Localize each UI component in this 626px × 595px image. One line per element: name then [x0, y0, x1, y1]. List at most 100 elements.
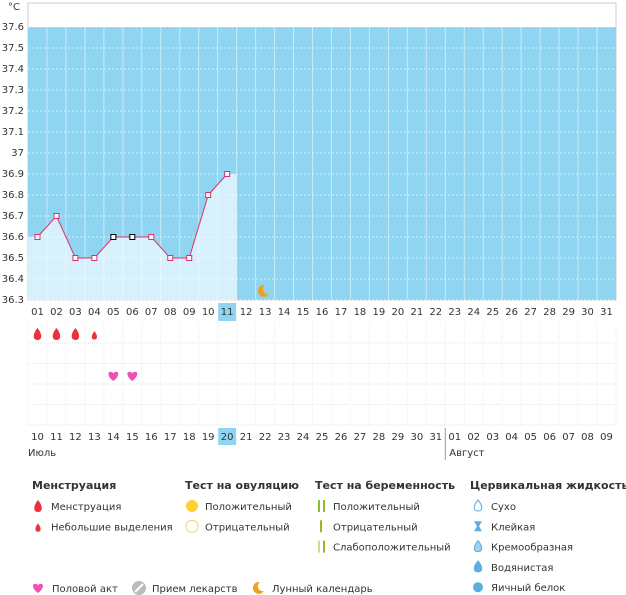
date-label: 17 — [164, 432, 177, 443]
legend-item: Яичный белок — [491, 583, 565, 594]
date-label: 10 — [31, 432, 44, 443]
legend-icon — [473, 582, 483, 593]
day-label: 06 — [126, 307, 139, 318]
date-label: 14 — [107, 432, 120, 443]
menstruation-icon — [52, 328, 61, 340]
day-label: 11 — [221, 307, 234, 318]
day-label: 30 — [581, 307, 594, 318]
temp-point — [72, 255, 79, 261]
day-label: 31 — [600, 307, 613, 318]
legend-icon — [473, 499, 483, 512]
today-box — [218, 303, 237, 321]
legend-title: Тест на беременность — [315, 479, 455, 492]
date-label: 06 — [543, 432, 556, 443]
date-label: 24 — [297, 432, 310, 443]
date-label: 05 — [524, 432, 537, 443]
day-label: 10 — [202, 307, 215, 318]
y-tick-label: 36.7 — [2, 211, 24, 222]
day-label: 22 — [429, 307, 442, 318]
day-label: 12 — [240, 307, 253, 318]
day-label: 28 — [543, 307, 556, 318]
legend-item: Небольшие выделения — [51, 522, 173, 533]
day-label: 15 — [297, 307, 310, 318]
date-label: 08 — [581, 432, 594, 443]
legend-icon — [252, 581, 264, 594]
y-tick-label: 36.9 — [2, 169, 24, 180]
day-label: 29 — [562, 307, 575, 318]
y-tick-label: 36.4 — [2, 274, 24, 285]
legend-icon — [474, 521, 482, 532]
y-tick-label: 36.5 — [2, 253, 24, 264]
legend-icon — [323, 500, 325, 512]
temp-point — [148, 234, 155, 240]
legend-item: Кремообразная — [491, 543, 573, 554]
day-label: 20 — [392, 307, 405, 318]
legend-title: Тест на овуляцию — [185, 479, 299, 492]
day-label: 09 — [183, 307, 196, 318]
y-tick-label: 36.8 — [2, 190, 24, 201]
date-label: 11 — [50, 432, 63, 443]
day-label: 03 — [69, 307, 82, 318]
day-label: 01 — [31, 307, 44, 318]
day-label: 08 — [164, 307, 177, 318]
date-label: 28 — [373, 432, 386, 443]
legend-item: Слабоположительный — [333, 543, 451, 554]
legend-item: Половой акт — [52, 584, 118, 595]
temp-point — [110, 234, 117, 240]
day-label: 19 — [373, 307, 386, 318]
legend-icon — [473, 539, 483, 553]
legend-item: Положительный — [205, 502, 292, 513]
today-box — [218, 428, 237, 445]
y-unit: °C — [8, 2, 20, 13]
day-label: 21 — [410, 307, 423, 318]
date-label: 27 — [354, 432, 367, 443]
date-label: 03 — [486, 432, 499, 443]
y-tick-label: 36.3 — [2, 295, 24, 306]
date-label: 15 — [126, 432, 139, 443]
legend-item: Менструация — [51, 502, 121, 513]
legend-icon — [186, 500, 198, 512]
y-tick-label: 37.4 — [2, 64, 24, 75]
date-label: 20 — [221, 432, 234, 443]
legend-item: Клейкая — [491, 522, 535, 533]
legend-item: Положительный — [333, 502, 420, 513]
legend-icon — [318, 500, 320, 512]
date-label: 21 — [240, 432, 253, 443]
intercourse-icon — [127, 371, 138, 381]
temp-point — [53, 213, 60, 219]
legend-icon — [185, 519, 199, 533]
date-label: 26 — [335, 432, 348, 443]
legend-item: Прием лекарств — [152, 584, 238, 595]
legend-item: Отрицательный — [205, 522, 290, 533]
date-label: 18 — [183, 432, 196, 443]
menstruation-icon — [33, 328, 42, 340]
date-label: 30 — [410, 432, 423, 443]
legend-icon — [35, 523, 41, 532]
y-tick-label: 37.5 — [2, 43, 24, 54]
legend-title: Менструация — [32, 479, 116, 492]
date-label: 02 — [467, 432, 480, 443]
y-tick-label: 37.3 — [2, 85, 24, 96]
legend-icon — [134, 583, 144, 593]
legend-item: Отрицательный — [333, 522, 418, 533]
temp-point — [34, 234, 41, 240]
day-label: 25 — [486, 307, 499, 318]
day-label: 26 — [505, 307, 518, 318]
day-label: 14 — [278, 307, 291, 318]
date-label: 31 — [429, 432, 442, 443]
day-label: 16 — [316, 307, 329, 318]
legend-icon — [33, 583, 43, 593]
day-label: 17 — [335, 307, 348, 318]
day-label: 24 — [467, 307, 480, 318]
date-label: 04 — [505, 432, 518, 443]
light-bleeding-icon — [91, 331, 98, 340]
date-label: 22 — [259, 432, 272, 443]
date-label: 29 — [392, 432, 405, 443]
date-label: 07 — [562, 432, 575, 443]
date-label: 25 — [316, 432, 329, 443]
intercourse-icon — [108, 371, 119, 381]
temp-point — [91, 255, 98, 261]
legend-item: Сухо — [491, 502, 516, 513]
date-label: 01 — [448, 432, 461, 443]
